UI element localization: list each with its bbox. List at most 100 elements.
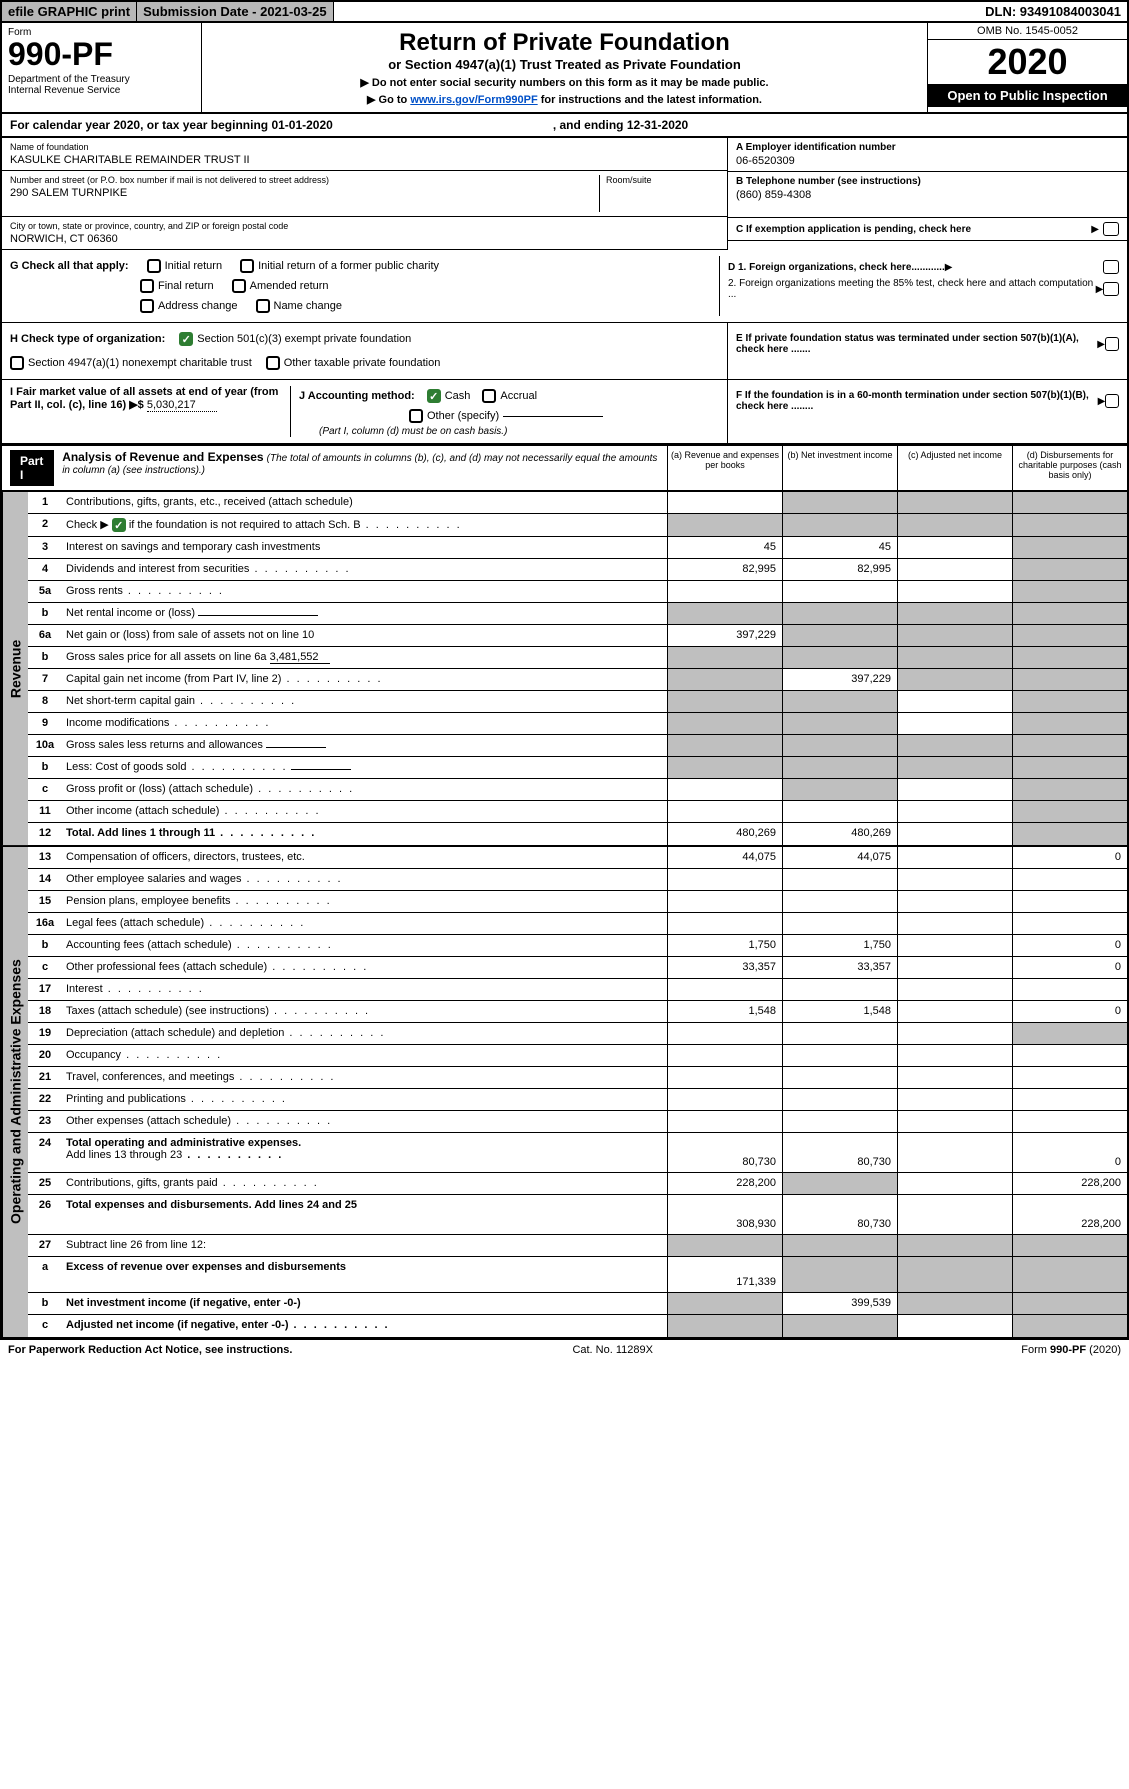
cell-value: 82,995 xyxy=(667,559,782,580)
amended-return-checkbox[interactable] xyxy=(232,279,246,293)
e-label: E If private foundation status was termi… xyxy=(736,333,1097,355)
e-checkbox[interactable] xyxy=(1105,337,1119,351)
note2-post: for instructions and the latest informat… xyxy=(538,94,762,106)
row-desc: Net gain or (loss) from sale of assets n… xyxy=(62,625,667,646)
phone-value: (860) 859-4308 xyxy=(736,189,1119,201)
h-501c3-checkbox[interactable] xyxy=(179,332,193,346)
ein-cell: A Employer identification number 06-6520… xyxy=(728,138,1127,172)
row-num: 18 xyxy=(28,1001,62,1022)
g-check-section: G Check all that apply: Initial return I… xyxy=(0,250,1129,323)
name-label: Name of foundation xyxy=(10,142,719,152)
initial-return-checkbox[interactable] xyxy=(147,259,161,273)
j-other-checkbox[interactable] xyxy=(409,409,423,423)
c-checkbox[interactable] xyxy=(1103,222,1119,236)
d2-checkbox[interactable] xyxy=(1103,282,1119,296)
row-num: c xyxy=(28,779,62,800)
i-value: 5,030,217 xyxy=(147,399,217,412)
exemption-cell: C If exemption application is pending, c… xyxy=(728,218,1127,241)
j-label: J Accounting method: xyxy=(299,390,415,402)
f-checkbox[interactable] xyxy=(1105,394,1119,408)
initial-former-checkbox[interactable] xyxy=(240,259,254,273)
h-4947-label: Section 4947(a)(1) nonexempt charitable … xyxy=(28,357,252,369)
row-desc: Pension plans, employee benefits xyxy=(62,891,667,912)
row-num: 14 xyxy=(28,869,62,890)
cell-value: 1,750 xyxy=(667,935,782,956)
row-desc: Legal fees (attach schedule) xyxy=(62,913,667,934)
row-desc: Income modifications xyxy=(62,713,667,734)
row-num: 9 xyxy=(28,713,62,734)
form-number: 990-PF xyxy=(8,38,195,70)
row-num: b xyxy=(28,935,62,956)
row-num: b xyxy=(28,647,62,668)
row-desc: Dividends and interest from securities xyxy=(62,559,667,580)
col-d-header: (d) Disbursements for charitable purpose… xyxy=(1012,446,1127,490)
footer-left: For Paperwork Reduction Act Notice, see … xyxy=(8,1344,292,1356)
cell-value: 399,539 xyxy=(782,1293,897,1314)
cell-value: 308,930 xyxy=(667,1195,782,1234)
row-desc: Subtract line 26 from line 12: xyxy=(62,1235,667,1256)
cell-value: 33,357 xyxy=(782,957,897,978)
col-a-header: (a) Revenue and expenses per books xyxy=(667,446,782,490)
tax-year: 2020 xyxy=(928,40,1127,84)
address-change-label: Address change xyxy=(158,300,238,312)
city-cell: City or town, state or province, country… xyxy=(2,217,727,250)
part1-title: Analysis of Revenue and Expenses xyxy=(62,450,263,464)
top-bar: efile GRAPHIC print Submission Date - 20… xyxy=(0,0,1129,23)
h-501c3-label: Section 501(c)(3) exempt private foundat… xyxy=(197,333,411,345)
ein-label: A Employer identification number xyxy=(736,142,1119,153)
i-label: I Fair market value of all assets at end… xyxy=(10,386,278,411)
irs-link[interactable]: www.irs.gov/Form990PF xyxy=(410,94,537,106)
j-accrual-checkbox[interactable] xyxy=(482,389,496,403)
foundation-name: KASULKE CHARITABLE REMAINDER TRUST II xyxy=(10,154,719,166)
row-desc: Occupancy xyxy=(62,1045,667,1066)
address: 290 SALEM TURNPIKE xyxy=(10,187,599,199)
row-num: 20 xyxy=(28,1045,62,1066)
row-desc: Adjusted net income (if negative, enter … xyxy=(62,1315,667,1337)
row-desc: Depreciation (attach schedule) and deple… xyxy=(62,1023,667,1044)
part1-header-row: Part I Analysis of Revenue and Expenses … xyxy=(0,445,1129,492)
omb-number: OMB No. 1545-0052 xyxy=(928,23,1127,40)
expenses-table: Operating and Administrative Expenses 13… xyxy=(0,847,1129,1339)
cell-value: 228,200 xyxy=(667,1173,782,1194)
row-num: b xyxy=(28,1293,62,1314)
h-other-checkbox[interactable] xyxy=(266,356,280,370)
row-num: b xyxy=(28,603,62,624)
address-change-checkbox[interactable] xyxy=(140,299,154,313)
revenue-table: Revenue 1Contributions, gifts, grants, e… xyxy=(0,492,1129,847)
phone-label: B Telephone number (see instructions) xyxy=(736,176,1119,187)
city-label: City or town, state or province, country… xyxy=(10,221,719,231)
row-num: b xyxy=(28,757,62,778)
row-desc: Total expenses and disbursements. Add li… xyxy=(62,1195,667,1234)
row-desc: Net investment income (if negative, ente… xyxy=(62,1293,667,1314)
row-desc: Contributions, gifts, grants paid xyxy=(62,1173,667,1194)
cell-value: 0 xyxy=(1012,1133,1127,1172)
row-desc: Travel, conferences, and meetings xyxy=(62,1067,667,1088)
row-desc: Accounting fees (attach schedule) xyxy=(62,935,667,956)
name-cell: Name of foundation KASULKE CHARITABLE RE… xyxy=(2,138,727,171)
h-other-label: Other taxable private foundation xyxy=(284,357,441,369)
row-desc: Printing and publications xyxy=(62,1089,667,1110)
schb-checkbox[interactable] xyxy=(112,518,126,532)
name-change-checkbox[interactable] xyxy=(256,299,270,313)
row-num: 22 xyxy=(28,1089,62,1110)
header-right: OMB No. 1545-0052 2020 Open to Public In… xyxy=(927,23,1127,112)
cell-value: 0 xyxy=(1012,1001,1127,1022)
g-label: G Check all that apply: xyxy=(10,260,129,272)
d1-checkbox[interactable] xyxy=(1103,260,1119,274)
h-label: H Check type of organization: xyxy=(10,333,165,345)
row-desc: Excess of revenue over expenses and disb… xyxy=(62,1257,667,1292)
cell-value: 44,075 xyxy=(782,847,897,868)
row-desc: Compensation of officers, directors, tru… xyxy=(62,847,667,868)
j-cash-checkbox[interactable] xyxy=(427,389,441,403)
header-left: Form 990-PF Department of the Treasury I… xyxy=(2,23,202,112)
cell-value: 82,995 xyxy=(782,559,897,580)
final-return-checkbox[interactable] xyxy=(140,279,154,293)
efile-button[interactable]: efile GRAPHIC print xyxy=(2,2,137,21)
cell-value: 45 xyxy=(667,537,782,558)
row-num: 5a xyxy=(28,581,62,602)
inspection-badge: Open to Public Inspection xyxy=(928,84,1127,107)
calendar-end: , and ending 12-31-2020 xyxy=(553,118,688,132)
row-desc: Less: Cost of goods sold xyxy=(62,757,667,778)
col-b-header: (b) Net investment income xyxy=(782,446,897,490)
h-4947-checkbox[interactable] xyxy=(10,356,24,370)
